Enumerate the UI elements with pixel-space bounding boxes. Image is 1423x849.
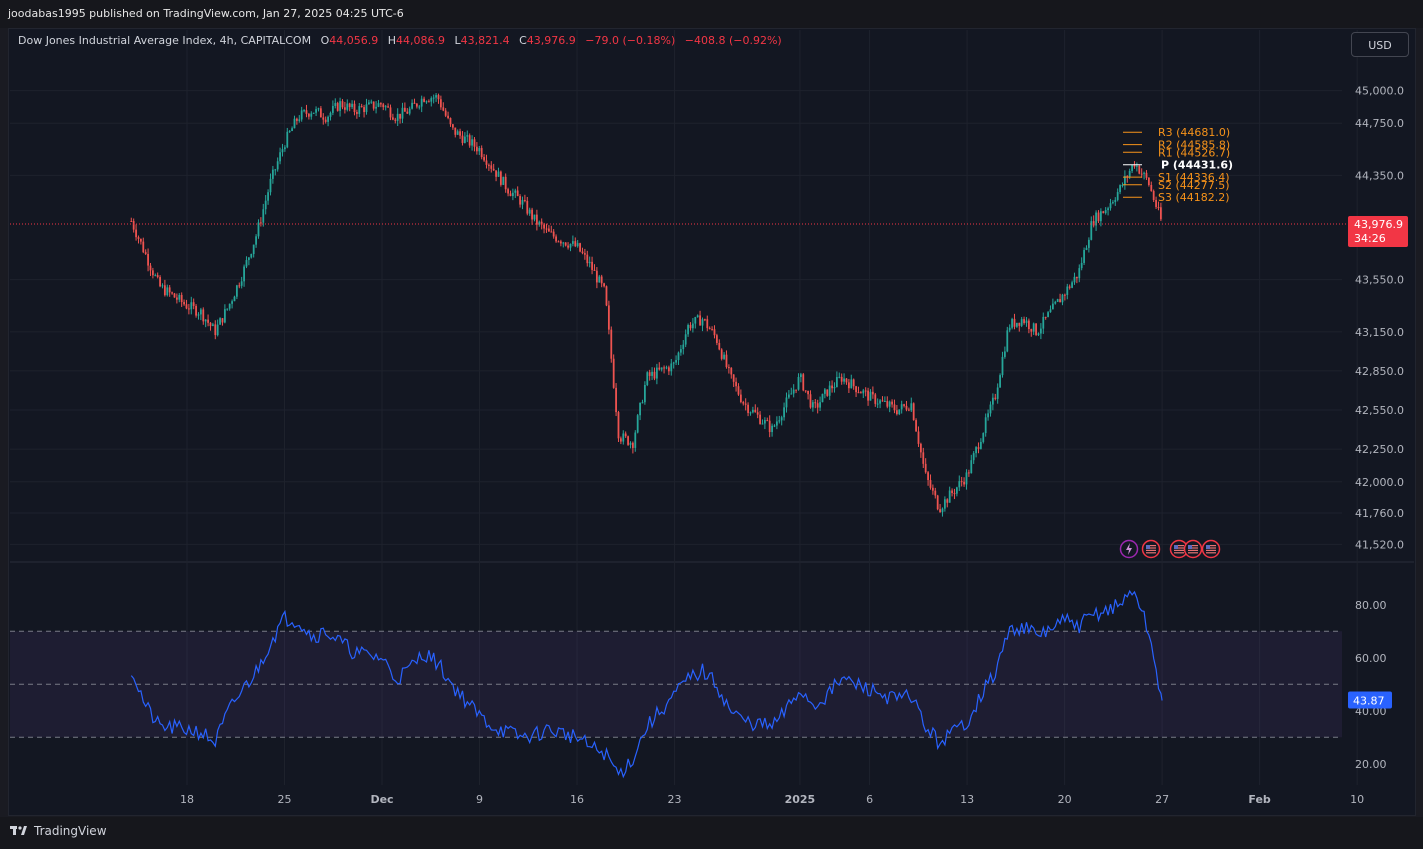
- symbol-label[interactable]: Dow Jones Industrial Average Index, 4h, …: [18, 34, 312, 47]
- chart-frame[interactable]: [8, 28, 1416, 816]
- currency-button[interactable]: USD: [1351, 32, 1409, 57]
- close-value: 43,976.9: [526, 34, 576, 47]
- change-value-2: −408.8 (−0.92%): [684, 34, 782, 47]
- footer-bar: TradingView: [0, 817, 1423, 849]
- publisher-bar: joodabas1995 published on TradingView.co…: [0, 0, 1423, 28]
- low-value: 43,821.4: [460, 34, 510, 47]
- open-value: 44,056.9: [329, 34, 379, 47]
- brand-label: TradingView: [34, 824, 107, 838]
- tradingview-brand[interactable]: TradingView: [10, 824, 107, 838]
- high-label: H: [387, 34, 396, 47]
- ohlc-legend: Dow Jones Industrial Average Index, 4h, …: [18, 34, 782, 47]
- tradingview-logo-icon: [10, 826, 27, 835]
- high-value: 44,086.9: [396, 34, 445, 47]
- low-label: L: [454, 34, 461, 47]
- close-label: C: [519, 34, 527, 47]
- change-value: −79.0 (−0.18%): [585, 34, 676, 47]
- publisher-text: joodabas1995 published on TradingView.co…: [8, 7, 404, 20]
- open-label: O: [320, 34, 330, 47]
